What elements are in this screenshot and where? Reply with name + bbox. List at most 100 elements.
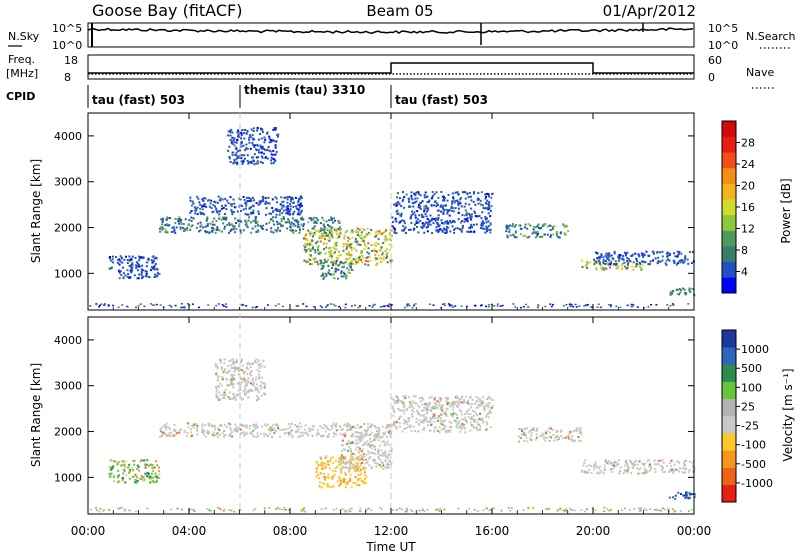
echo-pixel — [336, 237, 339, 240]
echo-pixel — [232, 211, 235, 214]
echo-pixel — [307, 221, 310, 224]
echo-pixel — [261, 425, 264, 428]
echo-pixel — [425, 408, 428, 411]
echo-pixel — [250, 231, 253, 234]
echo-pixel — [228, 422, 231, 425]
echo-pixel — [256, 395, 259, 398]
echo-pixel — [186, 226, 189, 229]
echo-pixel — [433, 414, 436, 417]
echo-pixel — [333, 260, 336, 263]
echo-pixel — [369, 440, 372, 443]
echo-pixel — [295, 205, 297, 208]
ground-scatter-pixel — [559, 508, 561, 510]
echo-pixel — [537, 233, 539, 235]
echo-pixel — [437, 217, 440, 219]
ground-scatter-pixel — [610, 304, 612, 306]
echo-pixel — [473, 410, 476, 413]
echo-pixel — [274, 196, 277, 199]
echo-pixel — [122, 272, 125, 275]
echo-pixel — [673, 262, 676, 264]
echo-pixel — [556, 231, 559, 234]
echo-pixel — [312, 235, 314, 238]
echo-pixel — [205, 435, 207, 438]
echo-pixel — [470, 215, 473, 218]
echo-pixel — [588, 468, 591, 471]
echo-pixel — [245, 224, 248, 227]
echo-pixel — [144, 275, 147, 278]
echo-pixel — [156, 271, 159, 274]
echo-pixel — [297, 226, 299, 228]
echo-pixel — [136, 277, 139, 280]
echo-pixel — [346, 481, 349, 484]
echo-pixel — [299, 422, 301, 425]
echo-pixel — [166, 434, 169, 437]
echo-pixel — [319, 456, 322, 459]
echo-pixel — [521, 432, 524, 435]
echo-pixel — [260, 199, 263, 202]
echo-pixel — [237, 373, 240, 376]
echo-pixel — [158, 473, 161, 476]
echo-pixel — [377, 448, 380, 451]
ground-scatter-pixel — [404, 510, 407, 513]
ground-scatter-pixel — [225, 305, 228, 308]
echo-pixel — [610, 463, 613, 466]
echo-pixel — [586, 471, 589, 474]
echo-pixel — [237, 133, 240, 136]
echo-pixel — [241, 129, 243, 132]
echo-pixel — [387, 431, 390, 434]
echo-pixel — [365, 432, 368, 435]
echo-pixel — [356, 466, 359, 469]
echo-pixel — [363, 481, 366, 484]
echo-pixel — [214, 363, 217, 365]
echo-pixel — [360, 258, 362, 261]
cpid-segment-3: tau (fast) 503 — [395, 93, 488, 107]
echo-pixel — [506, 236, 509, 239]
echo-pixel — [229, 131, 232, 134]
echo-pixel — [320, 237, 323, 239]
echo-pixel — [440, 191, 443, 193]
echo-pixel — [393, 228, 396, 230]
echo-pixel — [335, 268, 338, 271]
echo-pixel — [272, 427, 275, 430]
echo-pixel — [245, 213, 248, 216]
echo-pixel — [336, 277, 339, 280]
echo-pixel — [308, 253, 311, 256]
echo-pixel — [229, 230, 232, 232]
echo-pixel — [484, 218, 487, 221]
echo-pixel — [375, 233, 378, 236]
echo-pixel — [123, 469, 126, 472]
echo-pixel — [113, 474, 115, 477]
echo-pixel — [541, 235, 544, 238]
echo-pixel — [268, 135, 271, 138]
echo-pixel — [337, 254, 340, 257]
echo-pixel — [408, 426, 411, 429]
echo-pixel — [332, 435, 335, 438]
echo-pixel — [248, 141, 251, 144]
echo-pixel — [251, 362, 254, 365]
echo-pixel — [648, 263, 651, 266]
echo-pixel — [669, 462, 672, 465]
echo-pixel — [326, 435, 329, 438]
ground-scatter-pixel — [301, 510, 304, 512]
echo-pixel — [164, 228, 167, 231]
echo-pixel — [418, 206, 421, 209]
echo-pixel — [440, 219, 443, 222]
echo-pixel — [631, 253, 634, 256]
echo-pixel — [560, 434, 563, 437]
echo-pixel — [316, 432, 319, 435]
echo-pixel — [470, 406, 473, 409]
echo-pixel — [464, 209, 467, 212]
echo-pixel — [303, 428, 306, 431]
echo-pixel — [313, 233, 316, 236]
echo-pixel — [154, 472, 157, 475]
echo-pixel — [673, 260, 676, 263]
echo-pixel — [274, 153, 277, 156]
colorbar-segment — [722, 152, 736, 169]
echo-pixel — [314, 249, 317, 252]
echo-pixel — [288, 434, 291, 436]
ground-scatter-pixel — [401, 508, 404, 511]
ground-scatter-pixel — [465, 305, 468, 308]
echo-pixel — [127, 471, 130, 474]
echo-pixel — [472, 418, 475, 421]
echo-pixel — [435, 229, 438, 232]
